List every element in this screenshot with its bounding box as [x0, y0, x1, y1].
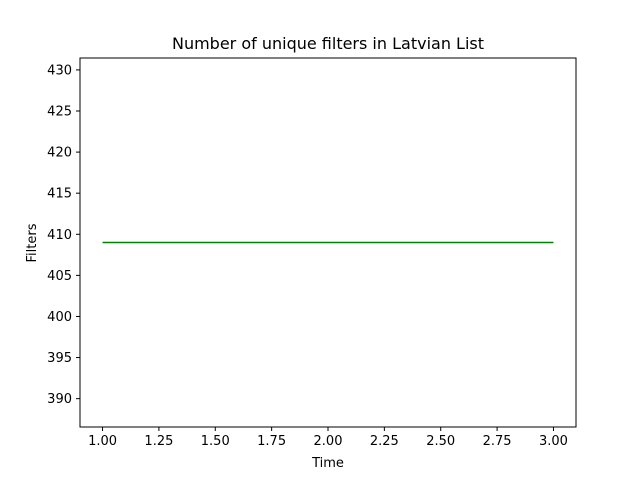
- y-tick-label: 430: [47, 63, 72, 78]
- x-axis-label: Time: [311, 456, 344, 471]
- y-tick-label: 400: [47, 310, 72, 325]
- x-tick-label: 3.00: [539, 434, 568, 449]
- plot-frame: [79, 57, 577, 428]
- x-tick-label: 2.50: [426, 434, 455, 449]
- x-tick-label: 1.50: [201, 434, 230, 449]
- y-axis-label: Filters: [25, 223, 40, 262]
- y-tick-label: 420: [47, 146, 72, 161]
- x-axis-ticks: 1.00 1.25 1.50 1.75 2.00 2.25 2.50 2.75 3.00: [88, 427, 568, 449]
- x-tick-label: 2.00: [314, 434, 343, 449]
- x-tick-label: 1.75: [257, 434, 286, 449]
- y-axis-ticks: 390 395 400 405 410 415 420 425 430: [47, 63, 80, 407]
- y-tick-label: 410: [47, 228, 72, 243]
- y-tick-label: 390: [47, 392, 72, 407]
- x-tick-label: 2.25: [370, 434, 399, 449]
- x-tick-label: 2.75: [483, 434, 512, 449]
- y-tick-label: 415: [47, 187, 72, 202]
- chart-title: Number of unique filters in Latvian List: [172, 34, 484, 53]
- y-tick-label: 425: [47, 105, 72, 120]
- y-tick-label: 395: [47, 351, 72, 366]
- x-tick-label: 1.25: [144, 434, 173, 449]
- y-tick-label: 405: [47, 269, 72, 284]
- x-tick-label: 1.00: [88, 434, 117, 449]
